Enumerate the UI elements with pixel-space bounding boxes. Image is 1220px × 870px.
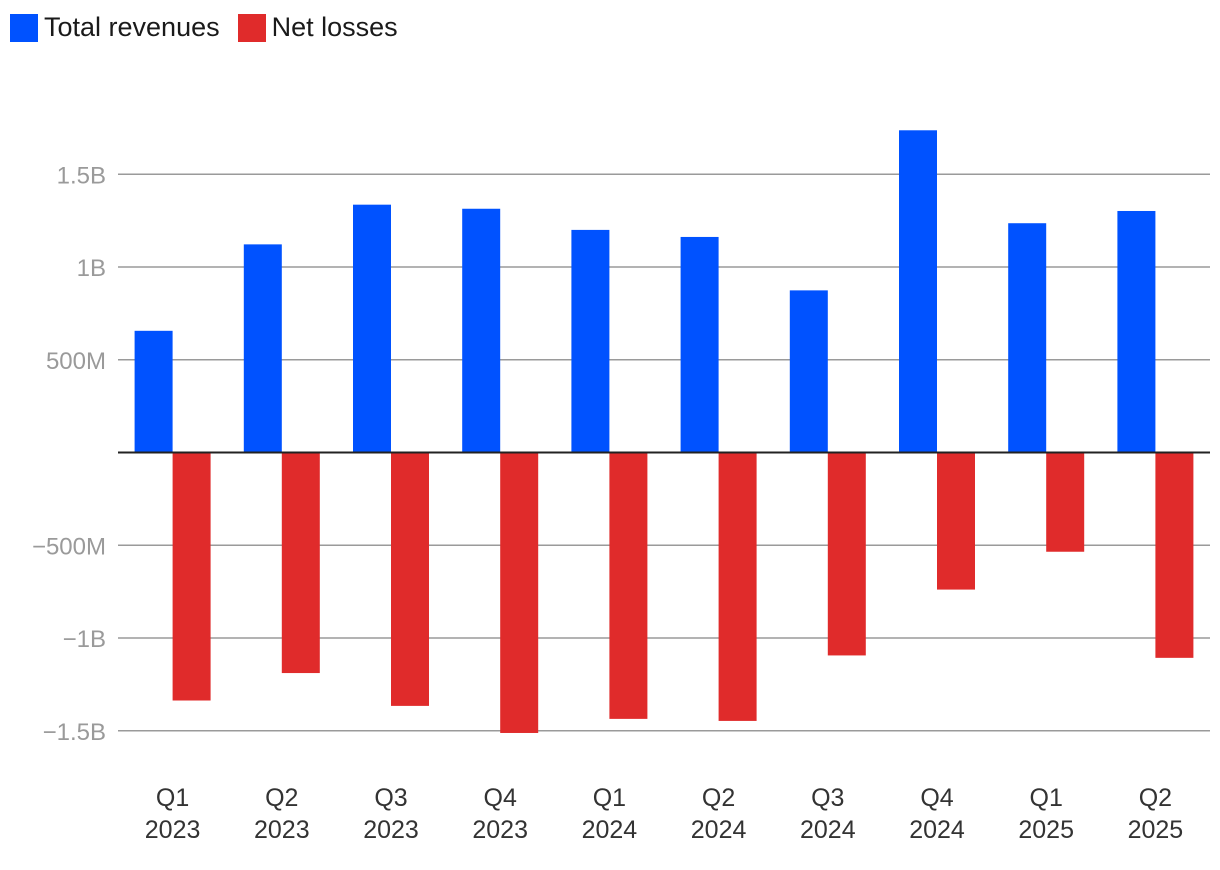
x-tick-label: Q2 2024 <box>691 784 747 844</box>
x-tick-label: Q4 2024 <box>909 784 965 844</box>
legend-swatch-total-revenues <box>10 13 38 42</box>
bar-total-revenues <box>680 236 719 453</box>
bar-total-revenues <box>134 330 173 453</box>
bar-net-losses <box>937 452 975 590</box>
bar-net-losses <box>391 452 429 706</box>
x-tick-label: Q3 2023 <box>363 784 419 844</box>
bar-total-revenues <box>571 229 610 453</box>
bar-total-revenues <box>1008 223 1047 453</box>
bar-total-revenues <box>1117 210 1156 453</box>
y-tick-label: 1.5B <box>57 162 106 189</box>
legend-item-total-revenues: Total revenues <box>10 12 220 43</box>
y-tick-label: −1.5B <box>43 719 106 746</box>
x-tick-label: Q4 2023 <box>472 784 528 844</box>
x-tick-label: Q2 2023 <box>254 784 310 844</box>
y-tick-label: −1B <box>63 626 106 653</box>
y-tick-label: −500M <box>32 533 106 560</box>
x-tick-label: Q1 2023 <box>145 784 201 844</box>
bar-net-losses <box>609 452 648 719</box>
y-tick-label: 1B <box>77 255 106 282</box>
x-tick-label: Q2 2025 <box>1128 784 1184 844</box>
x-tick-label: Q3 2024 <box>800 784 856 844</box>
legend-swatch-net-losses <box>237 13 266 42</box>
bar-total-revenues <box>899 130 937 453</box>
bar-net-losses <box>1155 452 1194 658</box>
bar-total-revenues <box>462 208 501 453</box>
bar-net-losses <box>827 452 866 656</box>
bar-total-revenues <box>789 290 828 453</box>
x-tick-label: Q1 2024 <box>582 784 638 844</box>
chart-legend: Total revenues Net losses <box>10 12 416 43</box>
legend-label-net-losses: Net losses <box>271 12 398 42</box>
bar-net-losses <box>281 452 320 674</box>
bar-net-losses <box>500 452 539 733</box>
x-tick-label: Q1 2025 <box>1018 784 1074 844</box>
bar-net-losses <box>172 452 211 701</box>
bar-net-losses <box>1046 452 1085 552</box>
bar-net-losses <box>718 452 757 721</box>
bar-total-revenues <box>243 244 282 453</box>
legend-item-net-losses: Net losses <box>237 12 398 43</box>
bar-total-revenues <box>353 204 391 453</box>
y-tick-label: 500M <box>46 348 106 375</box>
legend-label-total-revenues: Total revenues <box>44 12 220 42</box>
